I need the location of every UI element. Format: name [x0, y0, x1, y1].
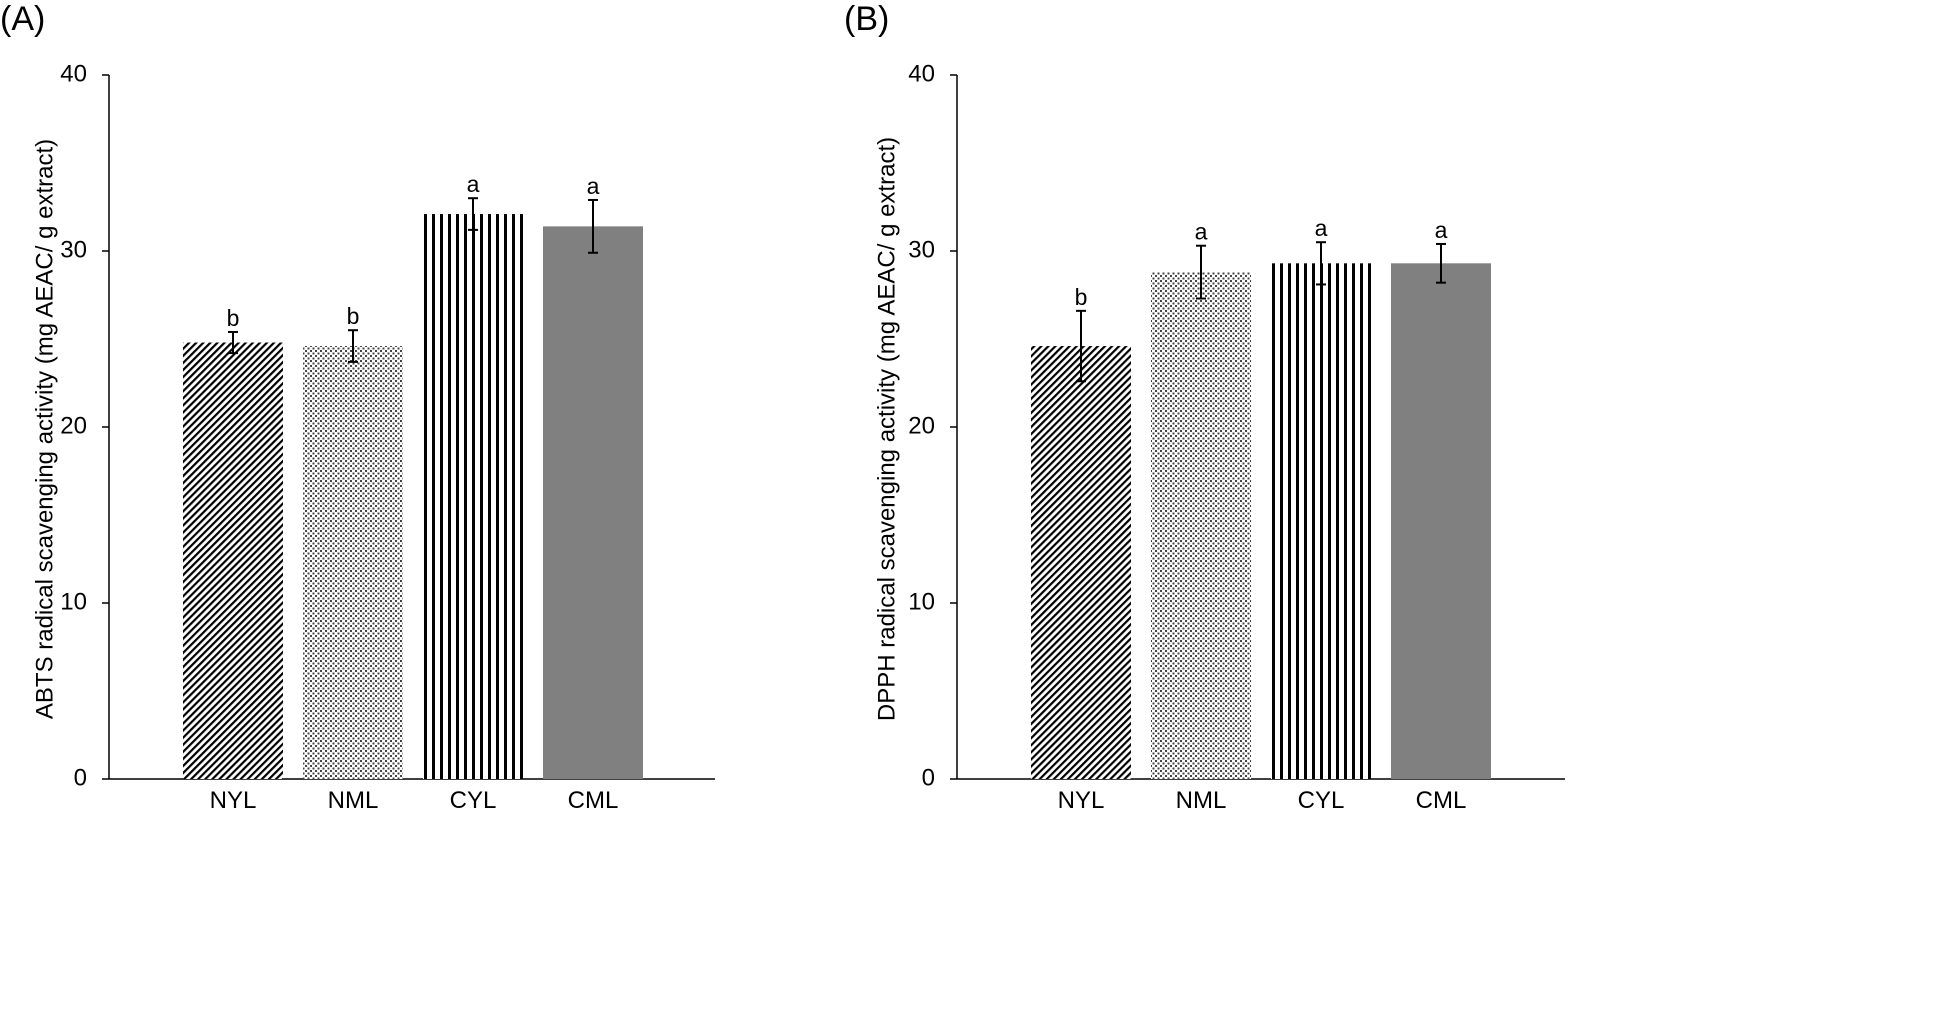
bar-nyl [183, 342, 283, 779]
panel-b-y-tick-label: 10 [908, 588, 935, 615]
panel-a-y-tick-label: 20 [60, 412, 87, 439]
panel-a-y-tick-label: 10 [60, 588, 87, 615]
bar-cml [543, 226, 643, 780]
significance-letter: b [1075, 284, 1088, 310]
panel-b-y-tick-label: 30 [908, 236, 935, 263]
bar-nml [303, 346, 403, 779]
panel-a-label: (A) [0, 0, 45, 38]
significance-letter: b [347, 303, 360, 329]
significance-letter: a [587, 173, 600, 199]
significance-letter: a [1195, 219, 1208, 245]
bar-cyl [423, 214, 523, 780]
category-label-cyl: CYL [1298, 787, 1345, 814]
panel-b: (B) DPPH radical scavenging activity (mg… [844, 0, 1565, 814]
panel-a-y-axis-title: ABTS radical scavenging activity (mg AEA… [31, 139, 58, 719]
panel-b-y-axis-title: DPPH radical scavenging activity (mg AEA… [873, 137, 900, 721]
bar-cml [1391, 263, 1491, 779]
panel-b-marks: 0 10 20 30 40 b NYL a NML a CYL a CML [908, 60, 1565, 814]
panel-a-marks: 0 10 20 30 40 b NYL b NML a CYL a CML [60, 60, 715, 814]
bar-nyl [1031, 346, 1131, 779]
bar-cyl [1271, 263, 1371, 779]
panel-a-y-tick-label: 30 [60, 236, 87, 263]
category-label-nyl: NYL [1058, 787, 1105, 814]
category-label-nml: NML [328, 787, 379, 814]
panel-b-label: (B) [844, 0, 889, 38]
significance-letter: a [1435, 217, 1448, 243]
panel-b-y-tick-label: 0 [922, 764, 935, 791]
significance-letter: a [1315, 215, 1328, 241]
significance-letter: b [227, 305, 240, 331]
bar-nml [1151, 272, 1251, 779]
category-label-cml: CML [1416, 787, 1467, 814]
panel-a: (A) ABTS radical scavenging activity (mg… [0, 0, 715, 814]
panel-a-y-tick-label: 40 [60, 60, 87, 87]
panel-a-y-tick-label: 0 [74, 764, 87, 791]
significance-letter: a [467, 171, 480, 197]
category-label-cml: CML [568, 787, 619, 814]
category-label-cyl: CYL [450, 787, 497, 814]
category-label-nml: NML [1176, 787, 1227, 814]
panel-b-y-tick-label: 40 [908, 60, 935, 87]
category-label-nyl: NYL [210, 787, 257, 814]
panel-b-y-tick-label: 20 [908, 412, 935, 439]
